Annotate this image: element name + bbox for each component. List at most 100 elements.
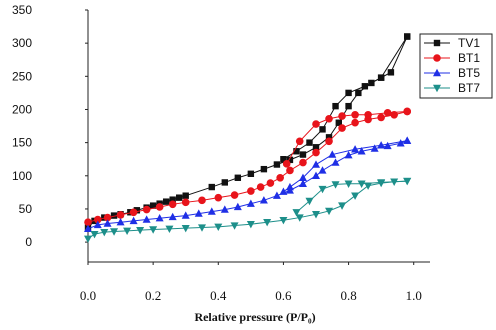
data-point [123, 227, 132, 236]
data-point [220, 205, 229, 213]
data-point [377, 113, 385, 122]
data-point [293, 148, 300, 155]
data-point [155, 214, 164, 222]
data-point [133, 207, 141, 214]
data-point [142, 205, 151, 214]
data-point [312, 211, 320, 219]
data-point [168, 212, 177, 221]
data-point [305, 197, 314, 206]
data-point [345, 89, 352, 97]
data-point [84, 235, 92, 243]
data-point [272, 191, 281, 199]
data-point [338, 124, 346, 132]
data-point [207, 207, 216, 215]
data-point [298, 173, 307, 181]
legend-label: BT5 [458, 66, 480, 80]
data-point [286, 166, 294, 175]
data-point [234, 174, 242, 181]
data-point [295, 214, 304, 222]
y-tick-label: 300 [12, 36, 32, 50]
data-point [325, 114, 333, 123]
y-tick-label: 200 [12, 102, 32, 116]
series-bt7 [84, 177, 412, 243]
data-point [214, 193, 223, 202]
data-point [214, 223, 223, 232]
data-point [181, 211, 190, 219]
data-point [387, 69, 395, 76]
data-point [364, 110, 372, 119]
data-point [351, 145, 360, 153]
data-point [344, 151, 353, 159]
data-point [383, 108, 392, 117]
data-point [318, 185, 327, 194]
data-point [295, 137, 304, 146]
legend-marker [433, 84, 441, 93]
data-point [279, 187, 288, 195]
data-point [404, 33, 411, 40]
axes: 0 50 100 150 200 250 300 350 0.0 0.2 0.4 0.6 0.8 1.0 [12, 3, 430, 303]
data-point [233, 202, 242, 211]
data-point [93, 220, 102, 229]
legend-marker [433, 68, 441, 77]
data-point [357, 180, 366, 188]
data-point [100, 228, 109, 237]
data-point [280, 156, 287, 163]
data-point [319, 126, 326, 133]
data-point [377, 74, 385, 81]
data-point [246, 199, 255, 207]
legend-label: BT7 [458, 81, 480, 95]
data-point [149, 226, 158, 234]
data-point [377, 141, 386, 149]
data-point [93, 215, 102, 224]
series-line-desorption [296, 180, 408, 213]
legend-box [419, 33, 493, 99]
data-point [181, 198, 190, 207]
data-point [162, 198, 170, 205]
series-line-adsorption [87, 36, 408, 228]
data-point [364, 182, 373, 190]
data-point [403, 177, 412, 186]
y-tick-label: 50 [19, 202, 33, 216]
data-point [299, 158, 307, 167]
data-point [351, 110, 359, 119]
y-tick-label: 350 [12, 3, 32, 17]
data-point [84, 218, 92, 227]
data-point [325, 134, 333, 141]
data-point [110, 228, 119, 236]
data-point [168, 200, 177, 209]
data-point [194, 209, 203, 217]
data-point [149, 202, 157, 209]
data-point [247, 170, 255, 177]
data-point [169, 196, 176, 203]
data-point [403, 107, 412, 116]
data-point [110, 212, 118, 219]
data-point [276, 173, 284, 182]
data-point [312, 148, 320, 157]
data-point [246, 221, 255, 229]
y-tick-label: 250 [12, 69, 32, 83]
data-point [165, 225, 174, 234]
data-point [390, 178, 399, 186]
data-point [298, 179, 307, 187]
data-point [351, 118, 359, 127]
legend-label: BT1 [458, 51, 480, 65]
data-point [182, 192, 189, 199]
data-point [312, 171, 320, 179]
data-point [403, 136, 412, 144]
data-point [335, 119, 342, 126]
data-point [331, 158, 340, 166]
data-point [142, 215, 151, 223]
data-point [355, 89, 362, 97]
data-point [368, 79, 375, 87]
data-point [84, 224, 92, 233]
data-point [263, 219, 272, 227]
legend-marker [433, 54, 441, 62]
data-point [325, 207, 334, 216]
data-point [90, 230, 99, 239]
x-tick-label: 1.0 [406, 288, 422, 303]
data-point [136, 226, 145, 235]
data-point [279, 217, 288, 225]
x-tick-label: 0.2 [145, 288, 161, 303]
x-tick-label: 0.6 [275, 288, 292, 303]
data-point [312, 144, 320, 151]
